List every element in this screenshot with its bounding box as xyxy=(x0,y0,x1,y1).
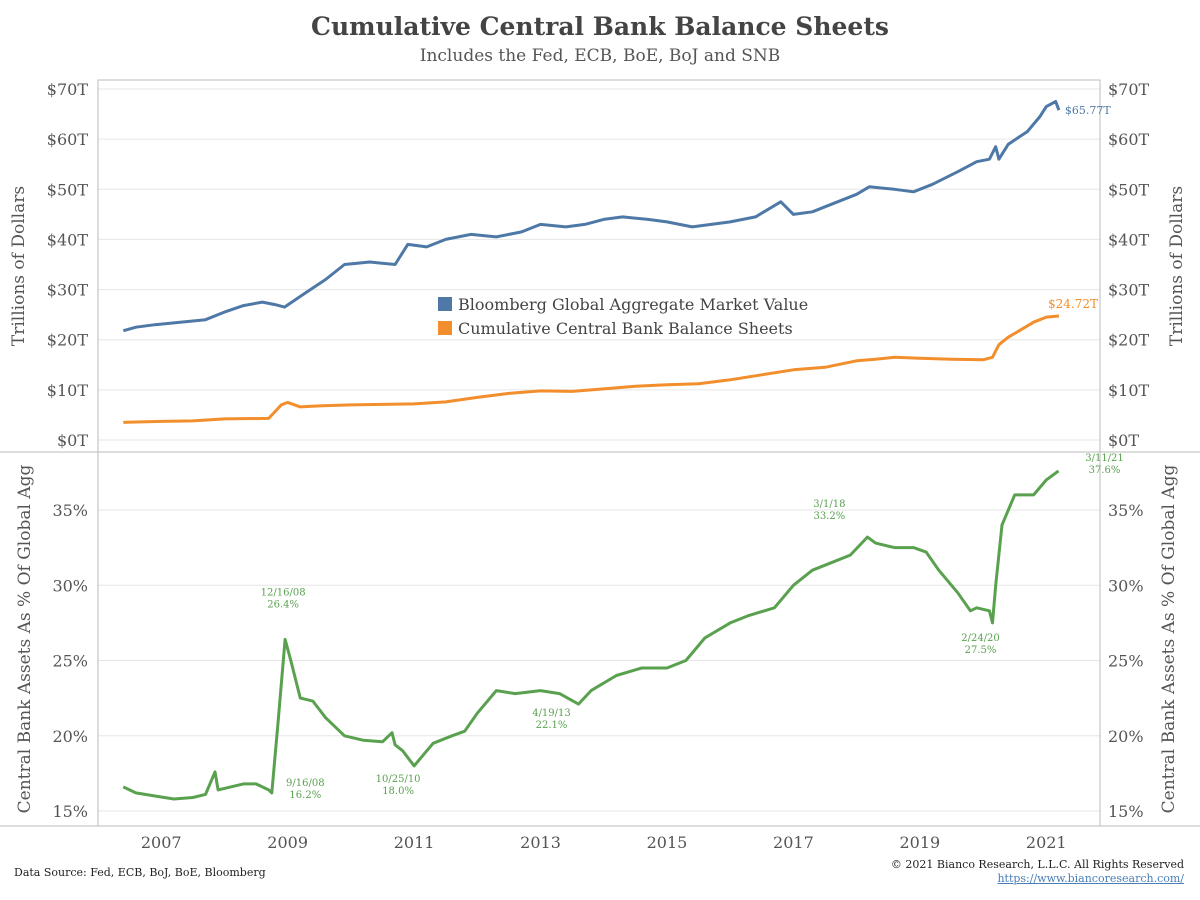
y-tick-label-right: $10T xyxy=(1108,381,1150,400)
annotation-date: 10/25/10 xyxy=(376,774,421,785)
y-tick-label-left: $50T xyxy=(47,180,89,199)
y-tick-label-left: $70T xyxy=(47,80,89,99)
y-tick-label-left: $0T xyxy=(57,431,88,450)
x-tick-label: 2019 xyxy=(899,833,940,852)
y-axis-title-right-top: Trillions of Dollars xyxy=(1167,186,1187,346)
annotation-date: 4/19/13 xyxy=(532,708,571,719)
legend-label-global-agg: Bloomberg Global Aggregate Market Value xyxy=(458,295,808,314)
annotation-value: 27.5% xyxy=(965,645,997,656)
annotation-value: 16.2% xyxy=(289,790,321,801)
y-tick-label-right: 35% xyxy=(1108,501,1144,520)
legend-swatch-cb-balance-sheets xyxy=(438,321,452,335)
y-tick-label-right: 15% xyxy=(1108,802,1144,821)
chart-frame xyxy=(0,79,1200,827)
chart-subtitle: Includes the Fed, ECB, BoE, BoJ and SNB xyxy=(419,46,781,66)
y-tick-label-right: 20% xyxy=(1108,727,1144,746)
y-tick-label-right: $70T xyxy=(1108,80,1150,99)
plot-border xyxy=(97,79,1101,827)
series-line-cb-pct-global-agg xyxy=(122,469,1060,801)
website-link[interactable]: https://www.biancoresearch.com/ xyxy=(997,872,1184,885)
x-tick-label: 2009 xyxy=(267,833,308,852)
y-tick-label-left: $10T xyxy=(47,381,89,400)
x-tick-label: 2013 xyxy=(520,833,561,852)
x-tick-label: 2017 xyxy=(773,833,814,852)
y-tick-label-left: 35% xyxy=(52,501,88,520)
annotation-value: 26.4% xyxy=(267,599,299,610)
tick-labels: $0T $0T $10T $10T $20T $20T $30T $30T $40T $40T $5… xyxy=(9,80,1187,852)
annotation-value: 22.1% xyxy=(536,720,568,731)
y-tick-label-right: $30T xyxy=(1108,281,1150,300)
y-tick-label-left: $30T xyxy=(47,281,89,300)
x-tick-label: 2015 xyxy=(647,833,688,852)
series-lines xyxy=(122,100,1061,801)
y-tick-label-right: 30% xyxy=(1108,576,1144,595)
annotation-value: 18.0% xyxy=(382,786,414,797)
series-line-cb-balance-sheets xyxy=(123,314,1060,424)
annotation-value: 37.6% xyxy=(1089,465,1121,476)
annotation-date: 3/1/18 xyxy=(813,499,845,510)
legend-swatch-global-agg xyxy=(438,297,452,311)
gridlines xyxy=(98,88,1100,812)
chart-title: Cumulative Central Bank Balance Sheets xyxy=(311,12,889,41)
x-tick-label: 2011 xyxy=(394,833,435,852)
y-tick-label-left: $60T xyxy=(47,130,89,149)
y-tick-label-right: $40T xyxy=(1108,230,1150,249)
y-tick-label-right: $20T xyxy=(1108,331,1150,350)
end-label-cb-balance-sheets: $24.72T xyxy=(1048,297,1098,311)
y-tick-label-left: 20% xyxy=(52,727,88,746)
legend: Bloomberg Global Aggregate Market Value C… xyxy=(438,295,808,338)
y-tick-label-left: $40T xyxy=(47,230,89,249)
y-axis-title-right-bottom: Central Bank Assets As % Of Global Agg xyxy=(1159,465,1179,814)
y-tick-label-right: $50T xyxy=(1108,180,1150,199)
annotation-date: 3/11/21 xyxy=(1085,453,1124,464)
y-tick-label-right: $0T xyxy=(1108,431,1139,450)
x-tick-label: 2021 xyxy=(1026,833,1067,852)
data-source-note: Data Source: Fed, ECB, BoJ, BoE, Bloombe… xyxy=(14,866,266,879)
annotation-date: 9/16/08 xyxy=(286,778,325,789)
annotation-date: 2/24/20 xyxy=(961,633,1000,644)
y-tick-label-left: 25% xyxy=(52,652,88,671)
y-axis-title-left-top: Trillions of Dollars xyxy=(9,186,29,346)
series-line-global-agg xyxy=(122,100,1061,333)
y-tick-label-left: $20T xyxy=(47,331,89,350)
legend-label-cb-balance-sheets: Cumulative Central Bank Balance Sheets xyxy=(458,319,793,338)
end-label-global-agg: $65.77T xyxy=(1065,104,1111,117)
y-tick-label-right: 25% xyxy=(1108,652,1144,671)
y-tick-label-left: 30% xyxy=(52,576,88,595)
copyright-notice: © 2021 Bianco Research, L.L.C. All Right… xyxy=(890,858,1184,871)
y-tick-label-left: 15% xyxy=(52,802,88,821)
y-axis-title-left-bottom: Central Bank Assets As % Of Global Agg xyxy=(15,465,35,814)
annotation-date: 12/16/08 xyxy=(261,587,306,598)
y-tick-label-right: $60T xyxy=(1108,130,1150,149)
annotation-value: 33.2% xyxy=(813,511,845,522)
x-tick-label: 2007 xyxy=(141,833,182,852)
